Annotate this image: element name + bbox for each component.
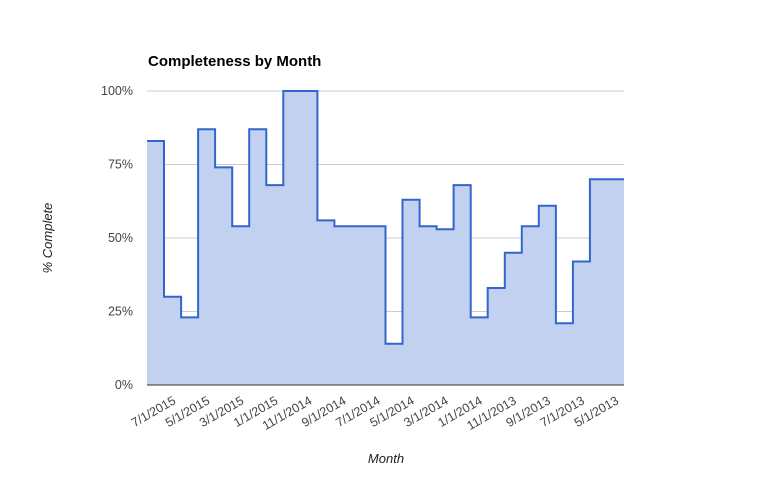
y-axis-ticks: 0% 25% 50% 75% 100%	[101, 84, 133, 392]
chart-title: Completeness by Month	[148, 53, 321, 70]
y-tick-label: 0%	[115, 378, 133, 392]
x-axis-title: Month	[368, 451, 404, 466]
x-axis-ticks: 7/1/20155/1/20153/1/20151/1/201511/1/201…	[129, 393, 621, 432]
plot-area	[147, 90, 624, 386]
y-tick-label: 25%	[108, 305, 133, 319]
y-tick-label: 50%	[108, 231, 133, 245]
y-tick-label: 100%	[101, 84, 133, 98]
series-line	[147, 90, 624, 345]
y-tick-label: 75%	[108, 158, 133, 172]
y-axis-title: % Complete	[40, 203, 55, 274]
